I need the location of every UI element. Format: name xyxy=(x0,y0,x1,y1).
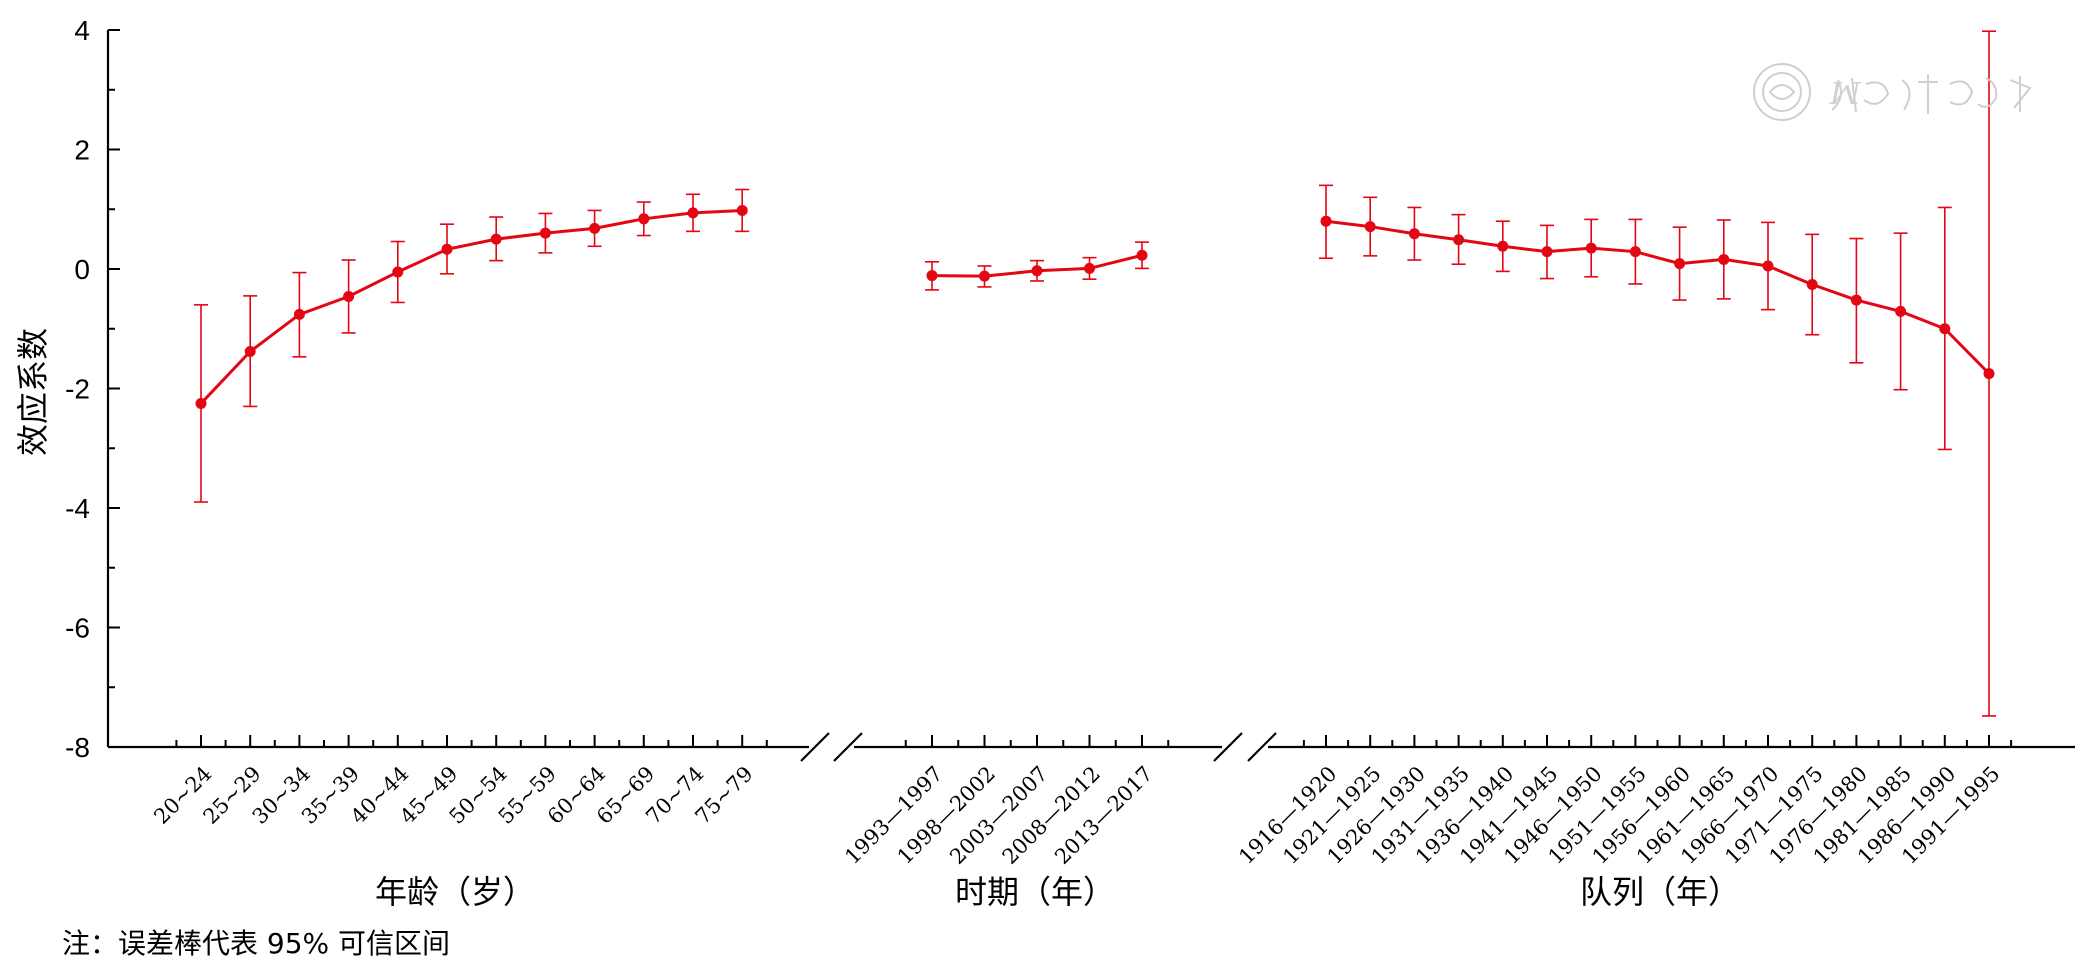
data-point xyxy=(244,345,256,357)
data-point xyxy=(1453,234,1465,246)
data-point xyxy=(1806,279,1818,291)
data-point xyxy=(1983,368,1995,380)
data-point xyxy=(1585,242,1597,254)
data-point xyxy=(1939,323,1951,335)
y-tick-label: -2 xyxy=(65,374,90,405)
y-tick-label: -6 xyxy=(65,613,90,644)
data-point xyxy=(1136,249,1148,261)
y-tick-label: 2 xyxy=(74,135,90,166)
data-point xyxy=(441,243,453,255)
series-line xyxy=(1325,219,1991,375)
data-point xyxy=(1408,228,1420,240)
break-mark xyxy=(1247,732,1277,762)
y-axis-label: 效应系数 xyxy=(14,328,52,456)
y-ticks: -8 -6 -4 -2 0 2 4 xyxy=(65,15,120,763)
data-point xyxy=(1629,246,1641,258)
data-point xyxy=(926,270,938,282)
data-point xyxy=(589,222,601,234)
data-point xyxy=(1850,294,1862,306)
data-point xyxy=(1541,246,1553,258)
data-point xyxy=(392,266,404,278)
data-point xyxy=(293,308,305,320)
age-group-label: 年龄（岁） xyxy=(375,873,535,911)
data-point xyxy=(1895,305,1907,317)
data-point xyxy=(687,207,699,219)
break-mark xyxy=(1213,732,1243,762)
data-point xyxy=(195,397,207,409)
data-point xyxy=(1762,260,1774,272)
data-point xyxy=(1320,215,1332,227)
y-tick-label: 0 xyxy=(74,254,90,285)
break-mark xyxy=(800,732,830,762)
data-point xyxy=(1364,221,1376,233)
break-mark xyxy=(833,732,863,762)
series-line xyxy=(199,208,743,405)
footnote: 注：误差棒代表 95% 可信区间 xyxy=(62,927,450,960)
data-point xyxy=(1084,262,1095,274)
data-point xyxy=(490,233,502,245)
y-tick-label: -8 xyxy=(65,732,90,763)
data-point xyxy=(1031,265,1043,277)
data-point xyxy=(1674,258,1686,270)
watermark-logo: ꟽ xyxy=(1753,63,2032,121)
data-point xyxy=(979,270,990,282)
data-point xyxy=(638,213,650,225)
data-point xyxy=(1497,240,1509,252)
period-group-label: 时期（年） xyxy=(955,873,1115,911)
y-tick-label: 4 xyxy=(74,15,90,46)
data-point xyxy=(736,204,748,216)
cohort-group-label: 队列（年） xyxy=(1580,873,1740,911)
data-point xyxy=(539,227,551,239)
y-tick-label: -4 xyxy=(65,493,90,524)
data-point xyxy=(1718,253,1730,265)
x-ticks: 20~2425~2930~3435~3940~4445~4950~5455~59… xyxy=(149,735,2013,869)
data-point xyxy=(343,290,355,302)
axis-breaks xyxy=(800,732,1277,762)
plot-area xyxy=(194,30,1996,717)
